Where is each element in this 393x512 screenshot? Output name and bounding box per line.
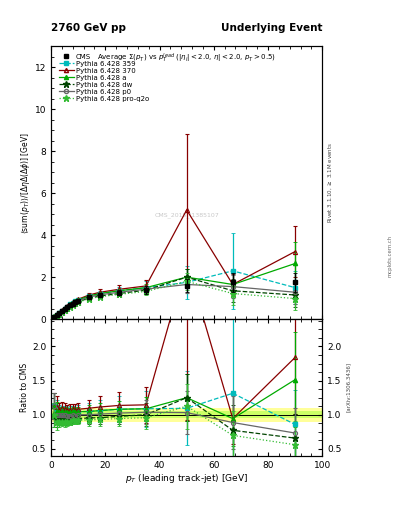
- Bar: [51, 408, 322, 421]
- Legend: CMS, Pythia 6.428 359, Pythia 6.428 370, Pythia 6.428 a, Pythia 6.428 dw, Pythia: CMS, Pythia 6.428 359, Pythia 6.428 370,…: [57, 52, 151, 103]
- Y-axis label: $\langle$sum$(p_T)\rangle/[\Delta\eta\Delta(\Delta\phi)]$ [GeV]: $\langle$sum$(p_T)\rangle/[\Delta\eta\De…: [19, 132, 32, 233]
- Text: 2760 GeV pp: 2760 GeV pp: [51, 23, 126, 33]
- Text: Underlying Event: Underlying Event: [221, 23, 322, 33]
- Y-axis label: Rivet 3.1.10, $\geq$ 3.1M events: Rivet 3.1.10, $\geq$ 3.1M events: [327, 142, 334, 223]
- Y-axis label: [arXiv:1306.3436]: [arXiv:1306.3436]: [346, 362, 351, 412]
- Text: mcplots.cern.ch: mcplots.cern.ch: [387, 235, 393, 277]
- Bar: [51, 411, 322, 418]
- Text: CMS_2015_I1385107: CMS_2015_I1385107: [154, 212, 219, 218]
- Text: Average $\Sigma(p_T)$ vs $p_T^{lead}$ ($|\eta_l|<2.0$, $\eta|<2.0$, $p_T>0.5$): Average $\Sigma(p_T)$ vs $p_T^{lead}$ ($…: [97, 52, 276, 65]
- X-axis label: $p_T$ (leading track-jet) [GeV]: $p_T$ (leading track-jet) [GeV]: [125, 472, 248, 485]
- Y-axis label: Ratio to CMS: Ratio to CMS: [20, 363, 29, 412]
